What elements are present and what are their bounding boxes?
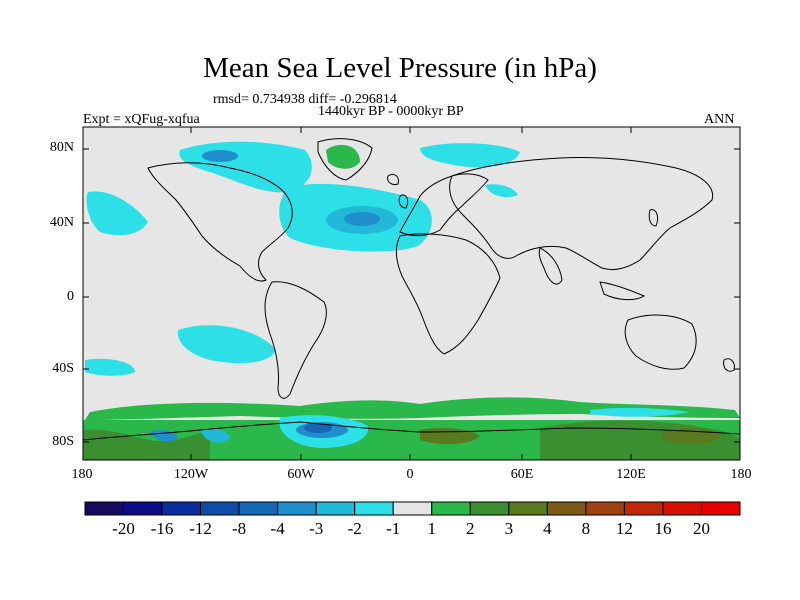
colorbar-box-2: [161, 501, 202, 516]
colorbar-label: -2: [347, 519, 362, 538]
africa-coast: [395, 233, 501, 355]
colorbar-box-13: [585, 501, 625, 516]
lat-tick-0: 0: [67, 289, 74, 304]
uk-coast: [398, 194, 409, 209]
colorbar-box-8: [392, 501, 433, 516]
period-label: 1440kyr BP - 0000kyr BP: [318, 104, 464, 119]
lon-tick-60w: 60W: [287, 467, 315, 482]
season-label: ANN: [704, 112, 735, 127]
lat-tick-40n: 40N: [49, 215, 74, 230]
new-zealand-coast: [723, 358, 735, 372]
southern-ocean-positive: [85, 397, 740, 420]
lon-tick-120w: 120W: [173, 467, 209, 482]
map-frame: [82, 126, 741, 461]
colorbar: [84, 501, 741, 516]
colorbar-label: -3: [309, 519, 324, 538]
eurasia-anomaly: [485, 184, 518, 198]
amundsen-negative: [200, 428, 230, 443]
colorbar-label: -20: [112, 519, 135, 538]
colorbar-label: 2: [466, 519, 475, 538]
north-pacific-anomaly: [86, 191, 148, 236]
south-pacific-anomaly: [177, 325, 276, 364]
colorbar-box-5: [277, 501, 317, 516]
north-atlantic-center: [344, 212, 380, 226]
colorbar-label: 1: [427, 519, 437, 538]
south-america-coast: [264, 281, 327, 399]
lon-tick-180e: 180: [730, 467, 752, 482]
colorbar-label: -8: [232, 519, 247, 538]
lon-tick-120e: 120E: [616, 467, 646, 482]
colorbar-box-16: [700, 501, 741, 516]
colorbar-label: -4: [270, 519, 285, 538]
coastlines: [83, 138, 740, 441]
colorbar-box-1: [123, 501, 163, 516]
colorbar-box-0: [84, 501, 125, 516]
lat-tick-40s: 40S: [52, 361, 74, 376]
colorbar-box-4: [238, 501, 279, 516]
lon-tick-60e: 60E: [510, 467, 534, 482]
north-america-coast: [147, 162, 293, 282]
colorbar-label: 3: [504, 519, 514, 538]
iceland-coast: [387, 173, 399, 185]
colorbar-box-11: [508, 501, 548, 516]
siberia-anomaly: [420, 143, 520, 168]
colorbar-box-6: [315, 501, 356, 516]
colorbar-box-12: [546, 501, 587, 516]
colorbar-box-7: [354, 501, 394, 516]
colorbar-label: 16: [654, 519, 672, 538]
colorbar-label: 20: [692, 519, 710, 538]
stats-line: rmsd= 0.734938 diff= -0.296814: [213, 92, 397, 107]
greenland-coast: [317, 138, 373, 181]
southwest-pacific-anomaly: [85, 358, 135, 376]
europe-coast: [399, 173, 489, 237]
colorbar-label: 4: [543, 519, 552, 538]
lon-tick-180w: 180: [71, 467, 93, 482]
southern-indian-negative: [590, 407, 690, 417]
japan-coast: [648, 209, 659, 227]
colorbar-box-10: [469, 501, 510, 516]
india-coast: [538, 247, 563, 285]
colorbar-box-9: [431, 501, 471, 516]
colorbar-label: 12: [615, 519, 633, 538]
weddell-negative-core: [304, 423, 332, 433]
lon-tick-0: 0: [406, 467, 414, 482]
anomaly-shading: [83, 141, 740, 460]
colorbar-box-14: [623, 501, 664, 516]
axis-ticks: [83, 127, 740, 460]
experiment-label: Expt = xQFug-xqfua: [83, 112, 200, 127]
colorbar-label: -12: [189, 519, 212, 538]
greenland-positive: [326, 144, 360, 169]
antarctica-coast: [83, 421, 740, 441]
asia-coast: [449, 156, 714, 271]
lat-tick-80s: 80S: [52, 434, 74, 449]
australia-coast: [624, 314, 697, 370]
arctic-canada-core: [202, 150, 238, 162]
colorbar-label: -1: [386, 519, 401, 538]
map-title: Mean Sea Level Pressure (in hPa): [203, 52, 597, 84]
lat-tick-80n: 80N: [49, 140, 74, 155]
indonesia-coast: [599, 281, 646, 301]
colorbar-label: -16: [150, 519, 174, 538]
colorbar-box-15: [662, 501, 702, 516]
colorbar-label: 8: [581, 519, 591, 538]
colorbar-box-3: [200, 501, 240, 516]
